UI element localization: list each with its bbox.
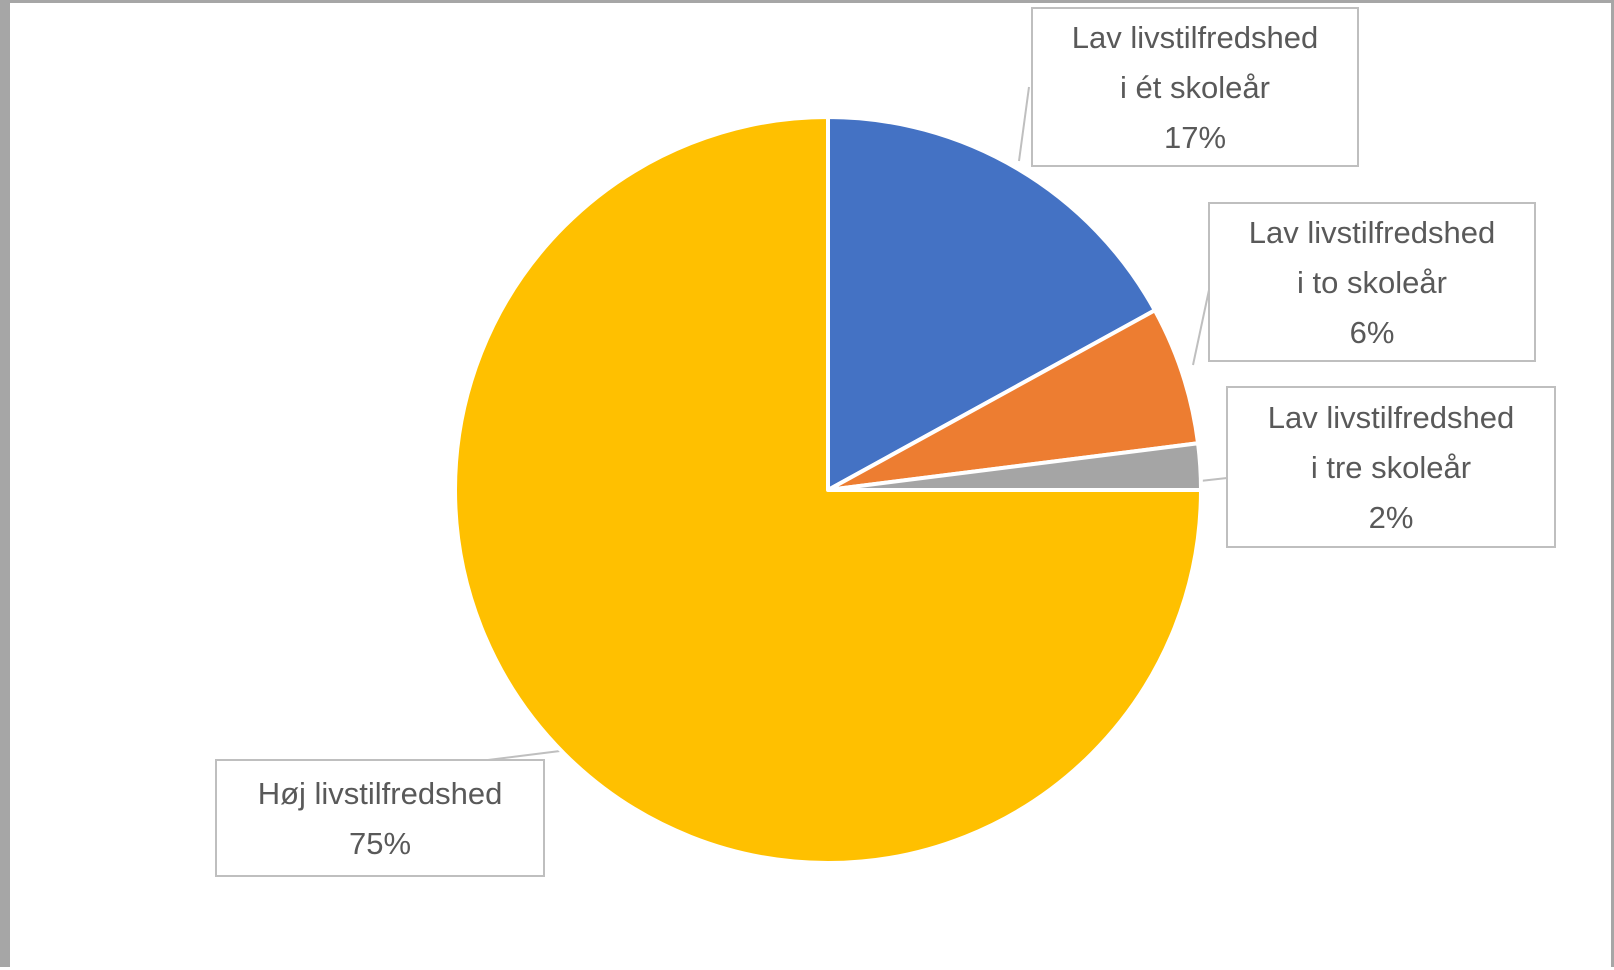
data-label-value: 75% [349,826,411,861]
data-label-value: 17% [1164,120,1226,155]
data-label-2: Lav livstilfredshed i to skoleår 6% [1208,202,1536,362]
data-label-value: 2% [1369,500,1414,535]
pie-slices [453,115,1203,865]
leader-line-3 [1199,477,1228,482]
data-label-box [1226,386,1556,548]
pie-slice-1 [826,115,1157,492]
data-label-category: Høj livstilfredshed [258,776,503,811]
leader-line-1 [1018,86,1030,162]
data-label-value: 6% [1350,315,1395,350]
data-label-4: Høj livstilfredshed 75% [215,759,545,877]
data-label-category: i ét skoleår [1120,70,1270,105]
leader-line-2 [1192,289,1210,366]
data-label-category: Lav livstilfredshed [1249,215,1495,250]
data-label-box [215,759,545,877]
data-label-box [1031,7,1359,167]
pie-slice-4 [453,115,1203,865]
leader-lines [487,86,1228,761]
leader-line-4 [487,750,561,761]
data-label-category: i to skoleår [1297,265,1447,300]
data-label-box [1208,202,1536,362]
pie-slice-2 [826,308,1201,492]
data-label-category: i tre skoleår [1311,450,1471,485]
data-label-3: Lav livstilfredshed i tre skoleår 2% [1226,386,1556,548]
data-label-category: Lav livstilfredshed [1268,400,1514,435]
data-label-category: Lav livstilfredshed [1072,20,1318,55]
data-label-1: Lav livstilfredshed i ét skoleår 17% [1031,7,1359,167]
